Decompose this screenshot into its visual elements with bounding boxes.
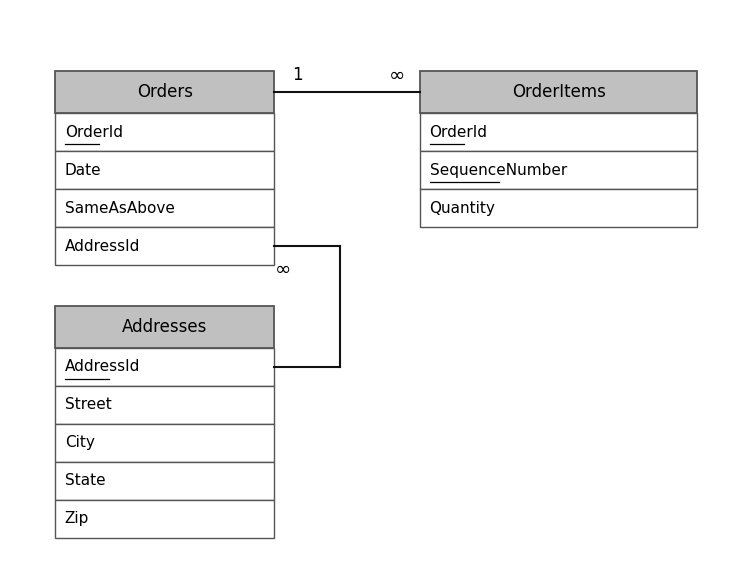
Text: Street: Street (65, 397, 111, 412)
Text: OrderId: OrderId (430, 125, 488, 139)
Text: SequenceNumber: SequenceNumber (430, 163, 567, 177)
Text: OrderId: OrderId (65, 125, 123, 139)
Bar (420, 189, 697, 227)
Text: AddressId: AddressId (65, 359, 140, 374)
Text: SameAsAbove: SameAsAbove (65, 201, 175, 215)
Text: Date: Date (65, 163, 101, 177)
Bar (55, 462, 274, 500)
Bar (420, 71, 697, 113)
Text: City: City (65, 435, 94, 450)
Text: Zip: Zip (65, 511, 89, 526)
Bar (55, 113, 274, 151)
Text: AddressId: AddressId (65, 239, 140, 253)
Bar (55, 306, 274, 348)
Bar (55, 348, 274, 386)
Bar (420, 151, 697, 189)
Text: State: State (65, 473, 106, 488)
Bar (420, 113, 697, 151)
Bar (55, 386, 274, 424)
Text: Orders: Orders (137, 83, 193, 101)
Bar (55, 424, 274, 462)
Bar (55, 189, 274, 227)
Text: ∞: ∞ (275, 260, 291, 279)
Text: OrderItems: OrderItems (511, 83, 606, 101)
Bar (55, 227, 274, 265)
Text: Addresses: Addresses (122, 318, 207, 336)
Text: 1: 1 (292, 66, 303, 84)
Bar (55, 500, 274, 538)
Text: ∞: ∞ (389, 66, 405, 85)
Bar (55, 71, 274, 113)
Text: Quantity: Quantity (430, 201, 495, 215)
Bar (55, 151, 274, 189)
